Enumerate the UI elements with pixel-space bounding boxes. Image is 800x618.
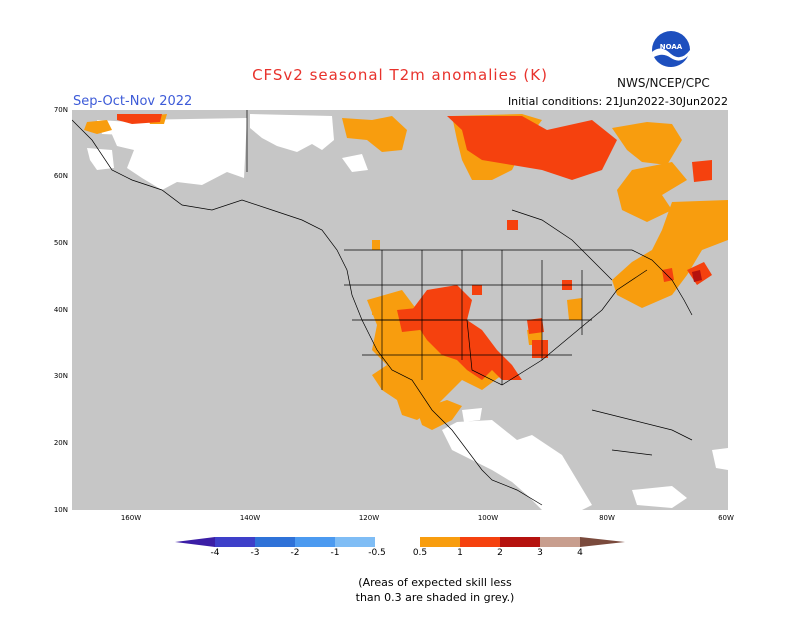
colorbar — [175, 537, 625, 547]
colorbar-label: -0.5 — [368, 548, 386, 558]
colorbar-label: -3 — [250, 548, 260, 558]
noaa-logo-text: NOAA — [660, 43, 683, 51]
footnote-line: than 0.3 are shaded in grey.) — [355, 591, 515, 604]
skill-footnote: (Areas of expected skill less than 0.3 a… — [0, 575, 800, 605]
lat-label-60n: 60N — [53, 172, 68, 180]
colorbar-left-arrow — [175, 537, 215, 547]
lon-label-140w: 140W — [239, 514, 261, 522]
season-label: Sep-Oct-Nov 2022 — [73, 94, 193, 109]
colorbar-label: 1 — [457, 548, 463, 558]
lon-label-160w: 160W — [120, 514, 142, 522]
lat-label-40n: 40N — [53, 306, 68, 314]
lat-label-10n: 10N — [53, 506, 68, 514]
colorbar-label: 4 — [577, 548, 583, 558]
colorbar-label: 3 — [537, 548, 543, 558]
footnote-line: (Areas of expected skill less — [358, 576, 512, 589]
lat-label-30n: 30N — [53, 372, 68, 380]
colorbar-right-arrow — [580, 537, 625, 547]
lon-label-60w: 60W — [718, 514, 734, 522]
borders — [72, 110, 693, 506]
noaa-logo-icon: NOAA — [652, 31, 690, 70]
colorbar-label: 2 — [497, 548, 503, 558]
lon-label-100w: 100W — [477, 514, 499, 522]
colorbar-label: 0.5 — [412, 548, 428, 558]
initial-conditions-label: Initial conditions: 21Jun2022-30Jun2022 — [507, 95, 728, 108]
anomaly-map — [72, 110, 728, 510]
lon-label-120w: 120W — [358, 514, 380, 522]
chart-title: CFSv2 seasonal T2m anomalies (K) — [252, 66, 548, 84]
lat-label-50n: 50N — [53, 239, 68, 247]
agency-label: NWS/NCEP/CPC — [617, 76, 710, 90]
anomaly-darkred — [692, 270, 702, 282]
anomaly-red — [117, 114, 712, 380]
lat-label-70n: 70N — [53, 106, 68, 114]
colorbar-label: -1 — [330, 548, 340, 558]
colorbar-label: -4 — [210, 548, 220, 558]
lat-label-20n: 20N — [53, 439, 68, 447]
lon-label-80w: 80W — [599, 514, 615, 522]
colorbar-label: -2 — [290, 548, 300, 558]
